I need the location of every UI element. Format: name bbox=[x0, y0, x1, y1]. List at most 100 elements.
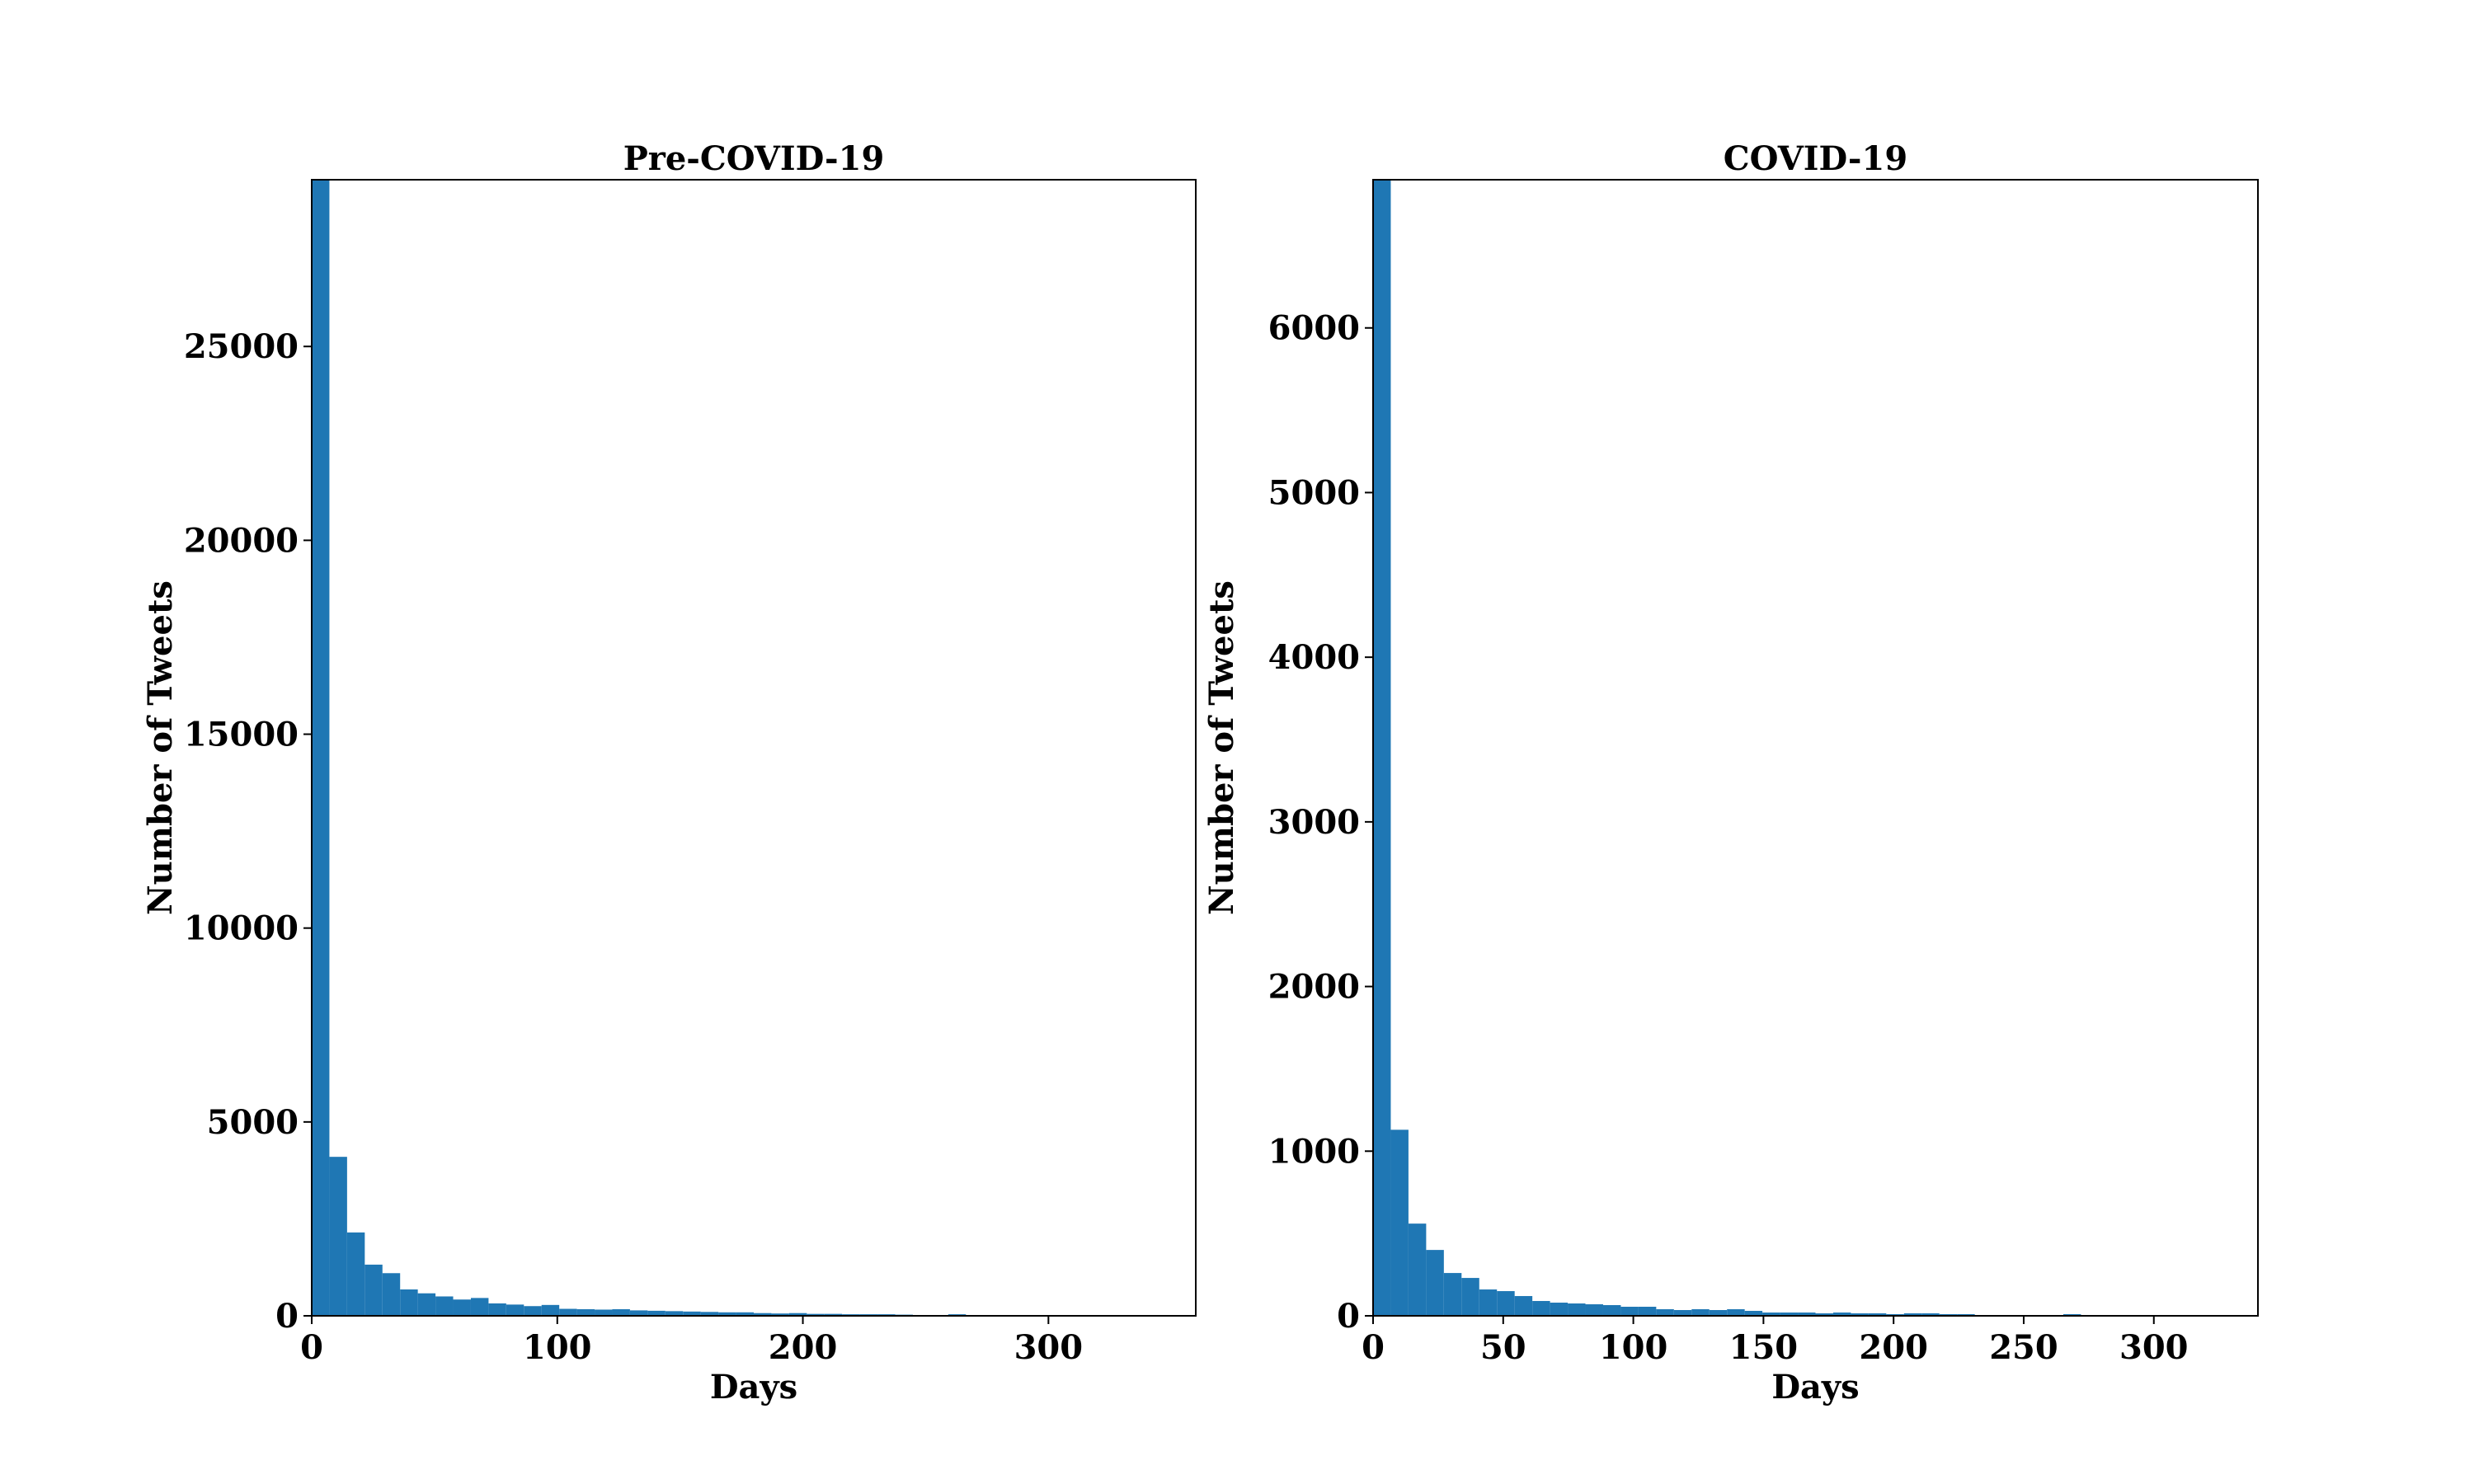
plot-frame bbox=[311, 179, 1197, 1317]
histogram-bar bbox=[754, 1313, 772, 1316]
panel-pre-covid: 0 100 200 300 0 5000 10000 15000 20000 25000 Pre… bbox=[141, 139, 1197, 1407]
y-tick-label: 5000 bbox=[207, 1103, 299, 1142]
x-tick-label: 300 bbox=[1014, 1328, 1084, 1367]
histogram-bar bbox=[1602, 1305, 1621, 1316]
histogram-bar bbox=[1673, 1310, 1692, 1316]
x-tick-label: 250 bbox=[1989, 1328, 2058, 1367]
histogram-bar bbox=[612, 1309, 630, 1316]
x-tick-label: 100 bbox=[1599, 1328, 1668, 1367]
histogram-bar bbox=[1479, 1289, 1498, 1316]
panel-covid: 0 50 100 150 200 250 300 0 1000 2000 3000 4000 5000… bbox=[1202, 139, 2259, 1407]
x-tick-label: 0 bbox=[1362, 1328, 1385, 1367]
y-axis-label: Number of Tweets bbox=[1202, 580, 1241, 915]
histogram-bar bbox=[1709, 1310, 1728, 1316]
histogram-bar bbox=[559, 1308, 577, 1316]
histogram-bar bbox=[576, 1309, 595, 1316]
chart-title: Pre-COVID-19 bbox=[623, 139, 885, 178]
x-tick-label: 200 bbox=[769, 1328, 838, 1367]
histogram-bar bbox=[1868, 1313, 1887, 1316]
histogram-bar bbox=[1620, 1307, 1639, 1316]
histogram-bar bbox=[1532, 1301, 1550, 1316]
histogram-bar bbox=[595, 1309, 613, 1316]
y-tick-label: 15000 bbox=[184, 716, 299, 754]
histogram-bar bbox=[700, 1312, 719, 1316]
histogram-bar bbox=[1550, 1303, 1569, 1316]
histogram-bar bbox=[683, 1311, 701, 1316]
histogram-bar bbox=[312, 180, 330, 1316]
histogram-bar bbox=[771, 1313, 789, 1316]
histogram-bar bbox=[1443, 1273, 1462, 1316]
histogram-bar bbox=[1780, 1313, 1799, 1316]
histogram-bar bbox=[788, 1313, 807, 1316]
histogram-bar bbox=[524, 1306, 542, 1316]
y-tick-label: 1000 bbox=[1268, 1132, 1360, 1171]
histogram-bar bbox=[1568, 1303, 1586, 1316]
x-axis-label: Days bbox=[710, 1368, 797, 1407]
y-tick-label: 0 bbox=[1337, 1297, 1360, 1336]
histogram-bar bbox=[453, 1299, 471, 1316]
y-tick-label: 4000 bbox=[1268, 638, 1360, 677]
histogram-bar bbox=[1585, 1304, 1603, 1316]
histogram-bar bbox=[435, 1296, 454, 1316]
y-tick-label: 10000 bbox=[184, 909, 299, 948]
histogram-bar bbox=[1832, 1313, 1851, 1316]
plot-frame bbox=[1372, 179, 2259, 1317]
histogram-bar bbox=[541, 1304, 560, 1316]
histogram-bar bbox=[365, 1264, 383, 1316]
histogram-bar bbox=[382, 1273, 401, 1316]
histogram-bar bbox=[1390, 1129, 1409, 1316]
x-axis-label: Days bbox=[1771, 1368, 1859, 1407]
y-axis-ticks: 0 1000 2000 3000 4000 5000 6000 bbox=[1268, 309, 1373, 1336]
histogram-bar bbox=[736, 1312, 754, 1316]
histogram-bar bbox=[417, 1293, 436, 1316]
histogram-bar bbox=[1691, 1309, 1710, 1316]
y-tick-label: 5000 bbox=[1268, 473, 1360, 512]
histogram-bar bbox=[329, 1157, 347, 1316]
histogram-bar bbox=[1408, 1223, 1427, 1316]
histogram-bar bbox=[488, 1303, 506, 1316]
histogram-bars bbox=[312, 180, 1161, 1316]
histogram-bar bbox=[629, 1310, 648, 1316]
x-tick-label: 200 bbox=[1859, 1328, 1928, 1367]
histogram-bar bbox=[1656, 1309, 1674, 1316]
histogram-bar bbox=[400, 1289, 418, 1316]
histogram-bar bbox=[1461, 1278, 1479, 1316]
histogram-bar bbox=[506, 1304, 524, 1316]
y-axis-label: Number of Tweets bbox=[141, 580, 180, 915]
histogram-bar bbox=[718, 1312, 736, 1316]
histogram-bar bbox=[1815, 1313, 1833, 1316]
histogram-bar bbox=[647, 1310, 666, 1316]
histogram-bar bbox=[807, 1313, 825, 1316]
histogram-bar bbox=[1851, 1313, 1869, 1316]
x-axis-ticks: 0 50 100 150 200 250 300 bbox=[1362, 1316, 2189, 1367]
histogram-bar bbox=[1798, 1313, 1816, 1316]
histogram-bar bbox=[1744, 1311, 1763, 1316]
histogram-bar bbox=[346, 1232, 365, 1316]
histogram-bar bbox=[470, 1298, 489, 1316]
y-tick-label: 20000 bbox=[184, 521, 299, 560]
y-tick-label: 3000 bbox=[1268, 803, 1360, 842]
x-tick-label: 100 bbox=[523, 1328, 592, 1367]
y-axis-ticks: 0 5000 10000 15000 20000 25000 bbox=[184, 327, 312, 1336]
histogram-bar bbox=[1514, 1296, 1533, 1316]
histogram-bar bbox=[665, 1311, 684, 1316]
x-tick-label: 50 bbox=[1480, 1328, 1526, 1367]
x-tick-label: 150 bbox=[1729, 1328, 1799, 1367]
histogram-bar bbox=[1727, 1309, 1745, 1316]
x-tick-label: 300 bbox=[2119, 1328, 2189, 1367]
y-tick-label: 25000 bbox=[184, 327, 299, 366]
x-tick-label: 0 bbox=[300, 1328, 323, 1367]
histogram-bar bbox=[824, 1313, 843, 1316]
y-tick-label: 2000 bbox=[1268, 968, 1360, 1007]
histogram-bar bbox=[1426, 1250, 1444, 1316]
histogram-bar bbox=[1762, 1313, 1780, 1316]
x-axis-ticks: 0 100 200 300 bbox=[300, 1316, 1083, 1367]
y-tick-label: 0 bbox=[275, 1297, 299, 1336]
histogram-bar bbox=[1497, 1291, 1515, 1316]
histogram-bar bbox=[1638, 1307, 1657, 1316]
histogram-bar bbox=[1373, 180, 1391, 1316]
chart-title: COVID-19 bbox=[1724, 139, 1907, 178]
histogram-bar bbox=[1921, 1313, 1940, 1316]
